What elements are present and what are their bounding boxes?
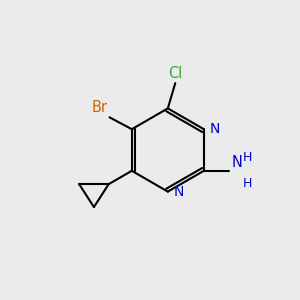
Text: N: N [173, 184, 184, 199]
Text: N: N [232, 154, 242, 169]
Text: N: N [209, 122, 220, 136]
Text: H: H [243, 151, 252, 164]
Text: H: H [243, 177, 252, 190]
Text: Br: Br [92, 100, 108, 115]
Text: Cl: Cl [168, 66, 182, 81]
